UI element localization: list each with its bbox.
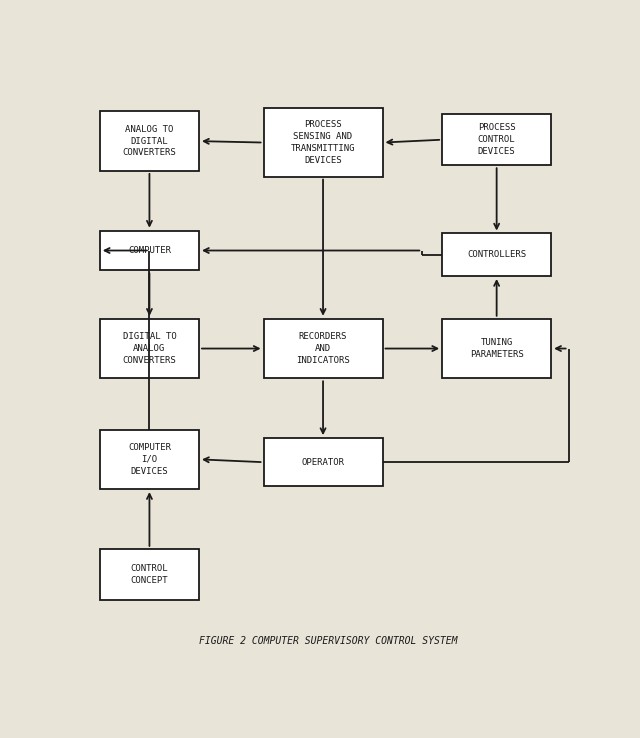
Text: FIGURE 2 COMPUTER SUPERVISORY CONTROL SYSTEM: FIGURE 2 COMPUTER SUPERVISORY CONTROL SY… <box>199 636 457 646</box>
Text: DIGITAL TO
ANALOG
CONVERTERS: DIGITAL TO ANALOG CONVERTERS <box>123 332 176 365</box>
Bar <box>442 114 551 165</box>
Bar <box>100 111 199 171</box>
Bar <box>264 319 383 379</box>
Text: RECORDERS
AND
INDICATORS: RECORDERS AND INDICATORS <box>296 332 350 365</box>
Text: CONTROLLERS: CONTROLLERS <box>467 250 526 259</box>
Bar <box>442 233 551 276</box>
Bar <box>264 108 383 176</box>
Text: ANALOG TO
DIGITAL
CONVERTERS: ANALOG TO DIGITAL CONVERTERS <box>123 125 176 157</box>
Text: CONTROL
CONCEPT: CONTROL CONCEPT <box>131 564 168 584</box>
Bar <box>100 549 199 600</box>
Text: COMPUTER
I/O
DEVICES: COMPUTER I/O DEVICES <box>128 443 171 476</box>
Text: PROCESS
SENSING AND
TRANSMITTING
DEVICES: PROCESS SENSING AND TRANSMITTING DEVICES <box>291 120 355 165</box>
Text: COMPUTER: COMPUTER <box>128 246 171 255</box>
Bar <box>264 438 383 486</box>
Bar <box>100 319 199 379</box>
Bar <box>100 430 199 489</box>
Bar <box>100 230 199 270</box>
Text: OPERATOR: OPERATOR <box>301 458 344 466</box>
Text: PROCESS
CONTROL
DEVICES: PROCESS CONTROL DEVICES <box>478 123 515 156</box>
Text: TUNING
PARAMETERS: TUNING PARAMETERS <box>470 338 524 359</box>
Bar <box>442 319 551 379</box>
